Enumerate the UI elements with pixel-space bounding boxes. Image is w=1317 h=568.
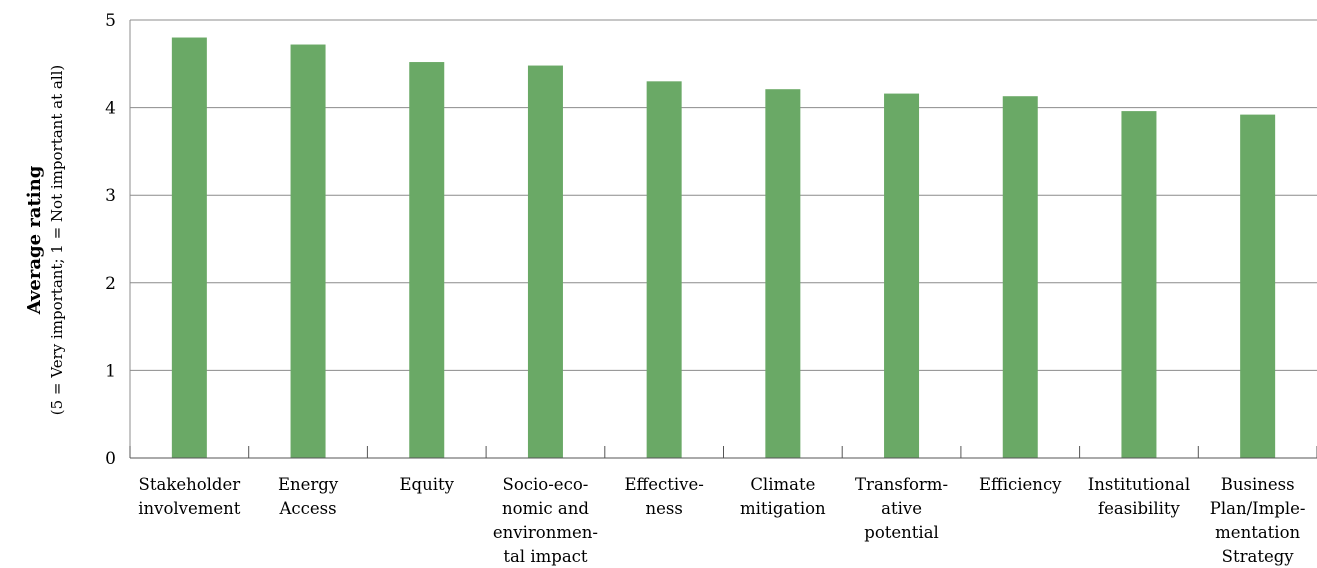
- x-tick-label: Socio-eco-nomic and environmen-tal impact: [493, 475, 598, 566]
- bar: [527, 65, 563, 458]
- x-tick-label: Effective-ness: [624, 475, 703, 518]
- axes: [129, 20, 1317, 459]
- bar: [884, 93, 920, 459]
- bar: [1002, 96, 1038, 458]
- y-axis-title: Average rating (5 = Very important; 1 = …: [24, 65, 66, 416]
- x-tick-label: Equity: [400, 475, 455, 494]
- x-tick-label: Transform-ative potential: [855, 475, 948, 542]
- x-category-labels: Stakeholder involvement Energy Access Equity…: [138, 475, 1305, 566]
- bar: [765, 89, 801, 458]
- bar: [1121, 111, 1157, 458]
- y-tick-labels: 0 1 2 3 4 5: [105, 11, 116, 469]
- x-tick-label: Energy Access: [278, 475, 339, 518]
- x-tick-label: Climate mitigation: [740, 475, 826, 518]
- y-tick-label: 4: [105, 99, 116, 119]
- y-tick-label: 2: [105, 274, 116, 294]
- x-tick-label: Efficiency: [979, 475, 1062, 494]
- x-tick-label: Institutional feasibility: [1088, 475, 1190, 518]
- y-axis-label: Average rating: [24, 165, 45, 315]
- bar: [1240, 114, 1276, 458]
- x-tick-label: Stakeholder involvement: [138, 475, 241, 518]
- bar: [409, 62, 445, 458]
- bar: [290, 44, 326, 458]
- y-axis-sublabel: (5 = Very important; 1 = Not important a…: [48, 65, 66, 416]
- y-tick-label: 3: [105, 186, 116, 206]
- bar: [171, 37, 207, 459]
- bars: [171, 37, 1276, 459]
- bar: [646, 81, 682, 458]
- gridlines: [130, 19, 1317, 371]
- y-tick-label: 1: [105, 361, 116, 381]
- y-tick-label: 0: [105, 449, 116, 469]
- y-tick-label: 5: [105, 11, 116, 31]
- x-tick-label: Business Plan/Imple-mentation Strategy: [1210, 475, 1306, 566]
